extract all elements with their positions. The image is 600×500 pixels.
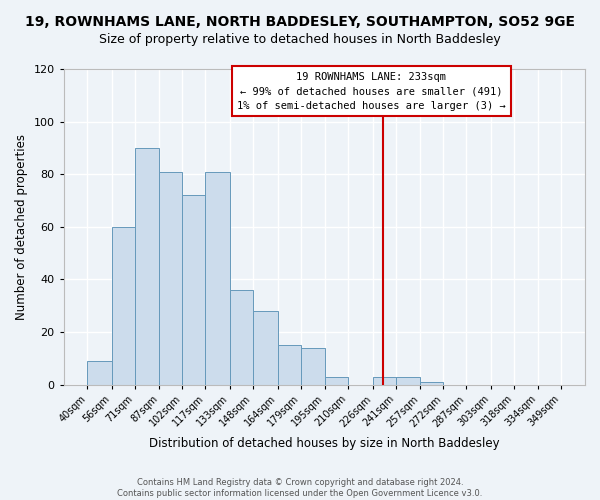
Text: Contains HM Land Registry data © Crown copyright and database right 2024.
Contai: Contains HM Land Registry data © Crown c…	[118, 478, 482, 498]
Bar	[395, 376, 420, 384]
Bar	[253, 311, 278, 384]
Bar	[301, 348, 325, 385]
Bar	[112, 227, 135, 384]
Bar	[420, 382, 443, 384]
X-axis label: Distribution of detached houses by size in North Baddesley: Distribution of detached houses by size …	[149, 437, 500, 450]
Text: 19, ROWNHAMS LANE, NORTH BADDESLEY, SOUTHAMPTON, SO52 9GE: 19, ROWNHAMS LANE, NORTH BADDESLEY, SOUT…	[25, 15, 575, 29]
Bar	[160, 172, 182, 384]
Bar	[182, 196, 205, 384]
Bar	[135, 148, 160, 384]
Bar	[278, 345, 301, 385]
Text: 19 ROWNHAMS LANE: 233sqm
← 99% of detached houses are smaller (491)
1% of semi-d: 19 ROWNHAMS LANE: 233sqm ← 99% of detach…	[237, 72, 506, 111]
Bar	[205, 172, 230, 384]
Bar	[88, 361, 112, 384]
Bar	[230, 290, 253, 384]
Bar	[373, 376, 395, 384]
Text: Size of property relative to detached houses in North Baddesley: Size of property relative to detached ho…	[99, 32, 501, 46]
Y-axis label: Number of detached properties: Number of detached properties	[15, 134, 28, 320]
Bar	[325, 376, 348, 384]
